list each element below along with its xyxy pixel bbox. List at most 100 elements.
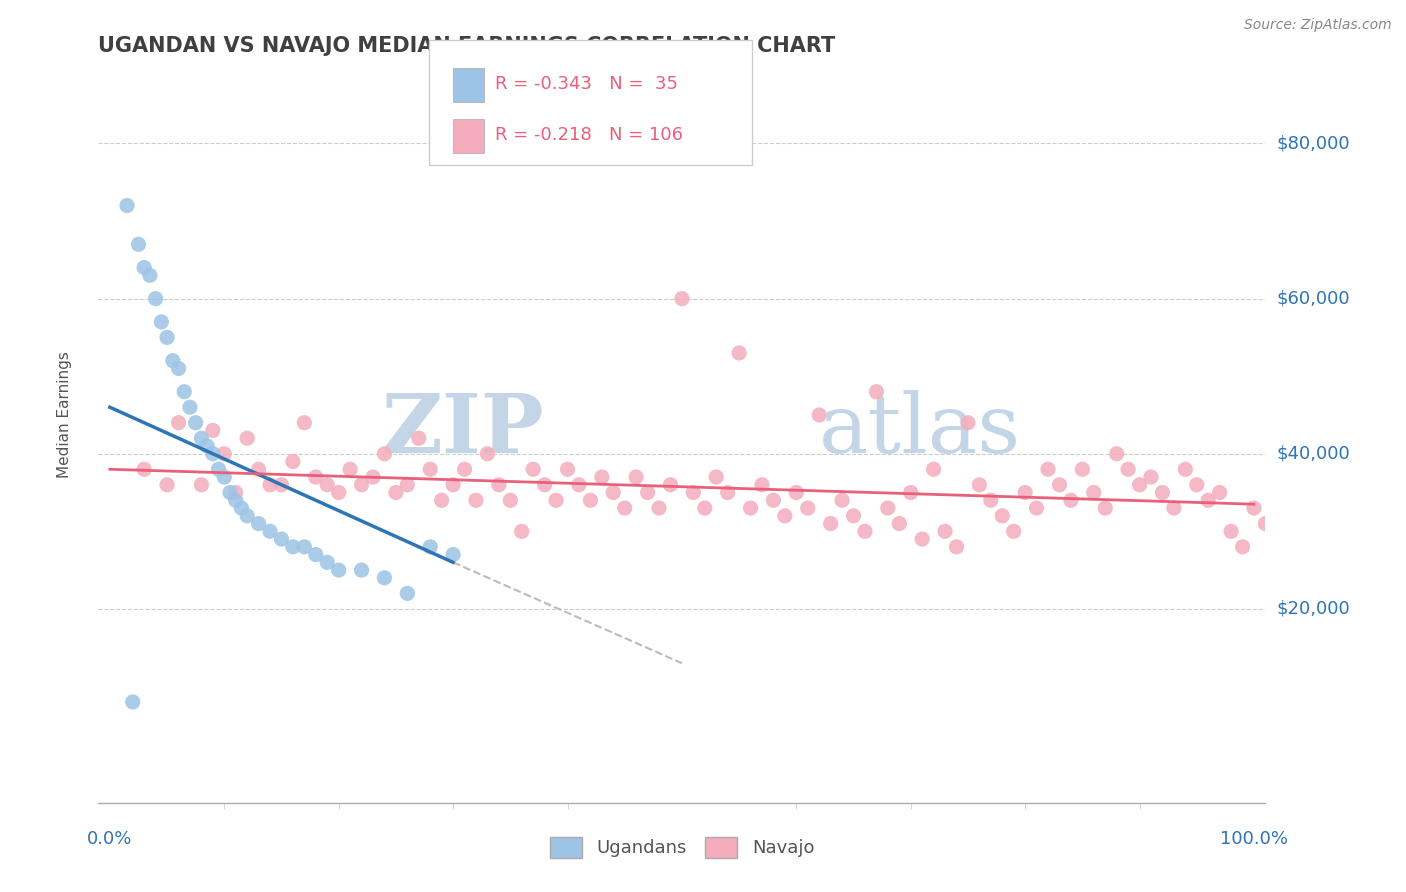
Point bbox=[441, 477, 464, 491]
Point bbox=[865, 384, 887, 399]
Text: R = -0.343   N =  35: R = -0.343 N = 35 bbox=[495, 75, 678, 93]
Point bbox=[740, 501, 762, 516]
Point bbox=[889, 516, 911, 531]
Point bbox=[682, 485, 704, 500]
Point bbox=[488, 477, 510, 491]
Point bbox=[430, 493, 453, 508]
Point bbox=[328, 563, 350, 577]
Point bbox=[1174, 462, 1197, 476]
Point bbox=[704, 470, 727, 484]
Point bbox=[156, 330, 179, 344]
Point bbox=[900, 485, 922, 500]
Point bbox=[637, 485, 659, 500]
Point bbox=[145, 292, 167, 306]
Point bbox=[1220, 524, 1243, 539]
Text: $80,000: $80,000 bbox=[1277, 135, 1351, 153]
Point bbox=[544, 493, 567, 508]
Point bbox=[1071, 462, 1094, 476]
Point bbox=[201, 424, 224, 438]
Point bbox=[350, 563, 373, 577]
Point bbox=[911, 532, 934, 546]
Text: atlas: atlas bbox=[820, 391, 1021, 470]
Point bbox=[602, 485, 624, 500]
Point bbox=[1208, 485, 1230, 500]
Point bbox=[259, 477, 281, 491]
Point bbox=[156, 477, 179, 491]
Point bbox=[305, 548, 328, 562]
Point bbox=[945, 540, 967, 554]
Point bbox=[751, 477, 773, 491]
Point bbox=[533, 477, 555, 491]
Point bbox=[396, 477, 419, 491]
Point bbox=[934, 524, 956, 539]
Point bbox=[991, 508, 1014, 523]
Point bbox=[1140, 470, 1163, 484]
Point bbox=[1116, 462, 1139, 476]
Point bbox=[373, 571, 395, 585]
Point bbox=[419, 462, 441, 476]
Point bbox=[785, 485, 807, 500]
Point bbox=[728, 346, 751, 360]
Point bbox=[219, 485, 242, 500]
Point bbox=[1265, 532, 1288, 546]
Point bbox=[1002, 524, 1025, 539]
Point bbox=[167, 361, 190, 376]
Point bbox=[1312, 563, 1334, 577]
Point bbox=[1152, 485, 1174, 500]
Point bbox=[1232, 540, 1254, 554]
Point bbox=[624, 470, 647, 484]
Point bbox=[831, 493, 853, 508]
Point bbox=[247, 462, 270, 476]
Point bbox=[225, 485, 247, 500]
Point bbox=[648, 501, 671, 516]
Point bbox=[1128, 477, 1150, 491]
Point bbox=[797, 501, 820, 516]
Point bbox=[1014, 485, 1036, 500]
Text: UGANDAN VS NAVAJO MEDIAN EARNINGS CORRELATION CHART: UGANDAN VS NAVAJO MEDIAN EARNINGS CORREL… bbox=[98, 36, 835, 55]
Point bbox=[1254, 516, 1277, 531]
Text: ZIP: ZIP bbox=[382, 391, 544, 470]
Point bbox=[121, 695, 143, 709]
Point bbox=[922, 462, 945, 476]
Point bbox=[808, 408, 831, 422]
Point bbox=[385, 485, 408, 500]
Point bbox=[236, 508, 259, 523]
Point bbox=[150, 315, 173, 329]
Point bbox=[259, 524, 281, 539]
Point bbox=[292, 416, 315, 430]
Point bbox=[179, 401, 201, 415]
Point bbox=[1277, 501, 1299, 516]
Point bbox=[671, 292, 693, 306]
Point bbox=[510, 524, 533, 539]
Point bbox=[292, 540, 315, 554]
Point bbox=[167, 416, 190, 430]
Point bbox=[1197, 493, 1219, 508]
Point bbox=[247, 516, 270, 531]
Point bbox=[201, 447, 224, 461]
Point bbox=[441, 548, 464, 562]
Point bbox=[1060, 493, 1083, 508]
Point bbox=[1094, 501, 1116, 516]
Point bbox=[557, 462, 579, 476]
Point bbox=[1025, 501, 1047, 516]
Point bbox=[214, 447, 236, 461]
Point bbox=[231, 501, 253, 516]
Point bbox=[281, 454, 304, 468]
Point bbox=[207, 462, 229, 476]
Point bbox=[465, 493, 488, 508]
Point bbox=[162, 353, 184, 368]
Point bbox=[316, 477, 339, 491]
Point bbox=[134, 462, 156, 476]
Text: 100.0%: 100.0% bbox=[1220, 830, 1288, 848]
Point bbox=[591, 470, 613, 484]
Point bbox=[225, 493, 247, 508]
Point bbox=[408, 431, 430, 445]
Point bbox=[419, 540, 441, 554]
Point bbox=[980, 493, 1002, 508]
Point bbox=[115, 198, 138, 212]
Text: 0.0%: 0.0% bbox=[87, 830, 132, 848]
Point bbox=[773, 508, 796, 523]
Text: $20,000: $20,000 bbox=[1277, 600, 1351, 618]
Point bbox=[820, 516, 842, 531]
Point bbox=[853, 524, 876, 539]
